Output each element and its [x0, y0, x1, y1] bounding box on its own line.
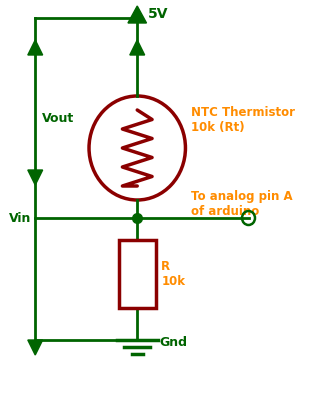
Text: To analog pin A
of arduino: To analog pin A of arduino	[191, 190, 293, 218]
Polygon shape	[128, 6, 146, 23]
Polygon shape	[28, 170, 43, 185]
Polygon shape	[28, 340, 43, 355]
Polygon shape	[130, 40, 145, 55]
Text: Gnd: Gnd	[160, 336, 188, 350]
Text: NTC Thermistor
10k (Rt): NTC Thermistor 10k (Rt)	[191, 106, 295, 134]
Text: 5V: 5V	[148, 7, 169, 21]
Text: Vout: Vout	[42, 112, 74, 124]
Text: R
10k: R 10k	[161, 260, 185, 288]
Polygon shape	[28, 40, 43, 55]
Bar	[119, 240, 156, 308]
Text: Vin: Vin	[9, 212, 31, 224]
